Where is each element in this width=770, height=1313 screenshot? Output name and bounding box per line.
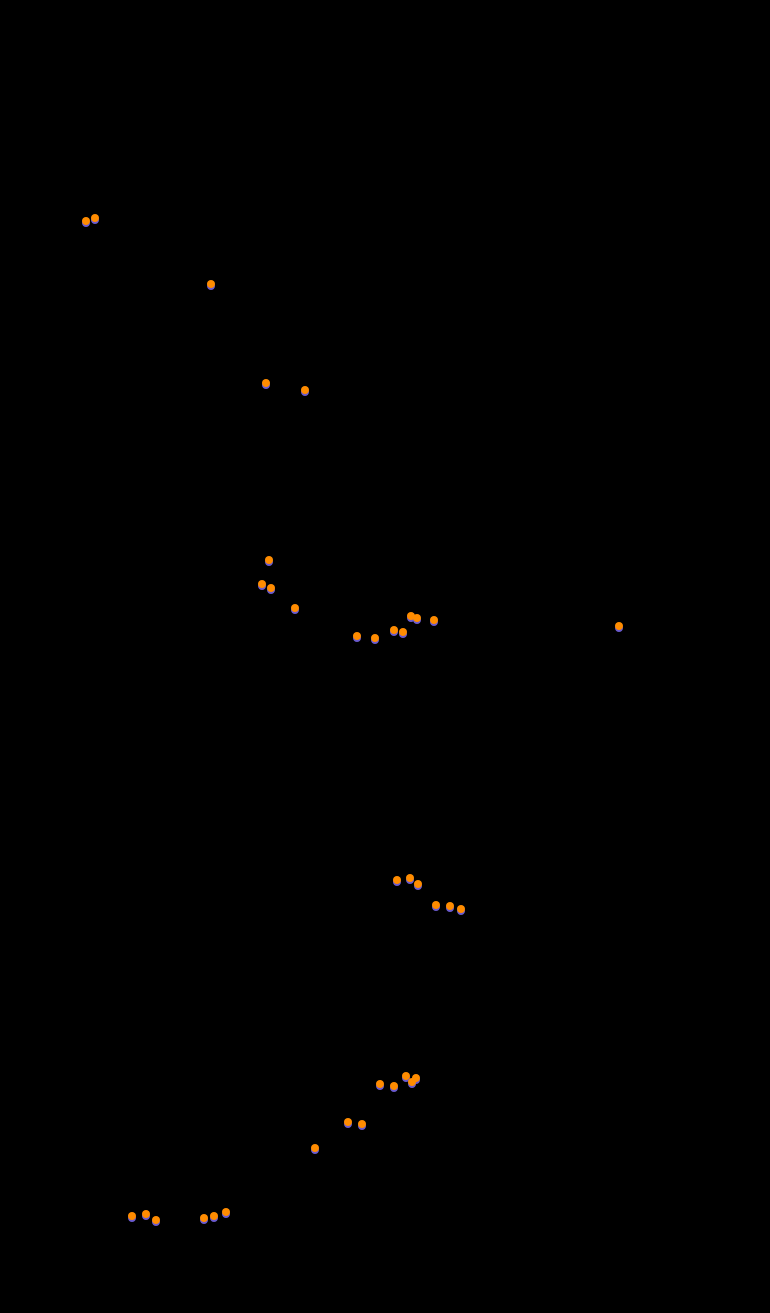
scatter-point	[371, 634, 379, 642]
scatter-point	[262, 379, 270, 387]
scatter-point	[393, 876, 401, 884]
scatter-point	[390, 626, 398, 634]
scatter-plot	[0, 0, 770, 1313]
scatter-point	[344, 1118, 352, 1126]
scatter-point	[152, 1216, 160, 1224]
scatter-point	[311, 1144, 319, 1152]
scatter-point	[128, 1212, 136, 1220]
scatter-point	[457, 905, 465, 913]
scatter-point	[291, 604, 299, 612]
scatter-point	[615, 622, 623, 630]
scatter-point	[430, 616, 438, 624]
scatter-point	[267, 584, 275, 592]
scatter-point	[142, 1210, 150, 1218]
scatter-point	[376, 1080, 384, 1088]
scatter-point	[222, 1208, 230, 1216]
scatter-point	[91, 214, 99, 222]
scatter-point	[446, 902, 454, 910]
scatter-point	[412, 1074, 420, 1082]
scatter-point	[353, 632, 361, 640]
scatter-point	[406, 874, 414, 882]
scatter-point	[210, 1212, 218, 1220]
scatter-point	[399, 628, 407, 636]
scatter-point	[414, 880, 422, 888]
scatter-point	[358, 1120, 366, 1128]
scatter-point	[301, 386, 309, 394]
scatter-point	[200, 1214, 208, 1222]
scatter-point	[207, 280, 215, 288]
scatter-point	[265, 556, 273, 564]
scatter-point	[258, 580, 266, 588]
scatter-point	[390, 1082, 398, 1090]
scatter-point	[82, 217, 90, 225]
scatter-point	[413, 614, 421, 622]
scatter-point	[432, 901, 440, 909]
